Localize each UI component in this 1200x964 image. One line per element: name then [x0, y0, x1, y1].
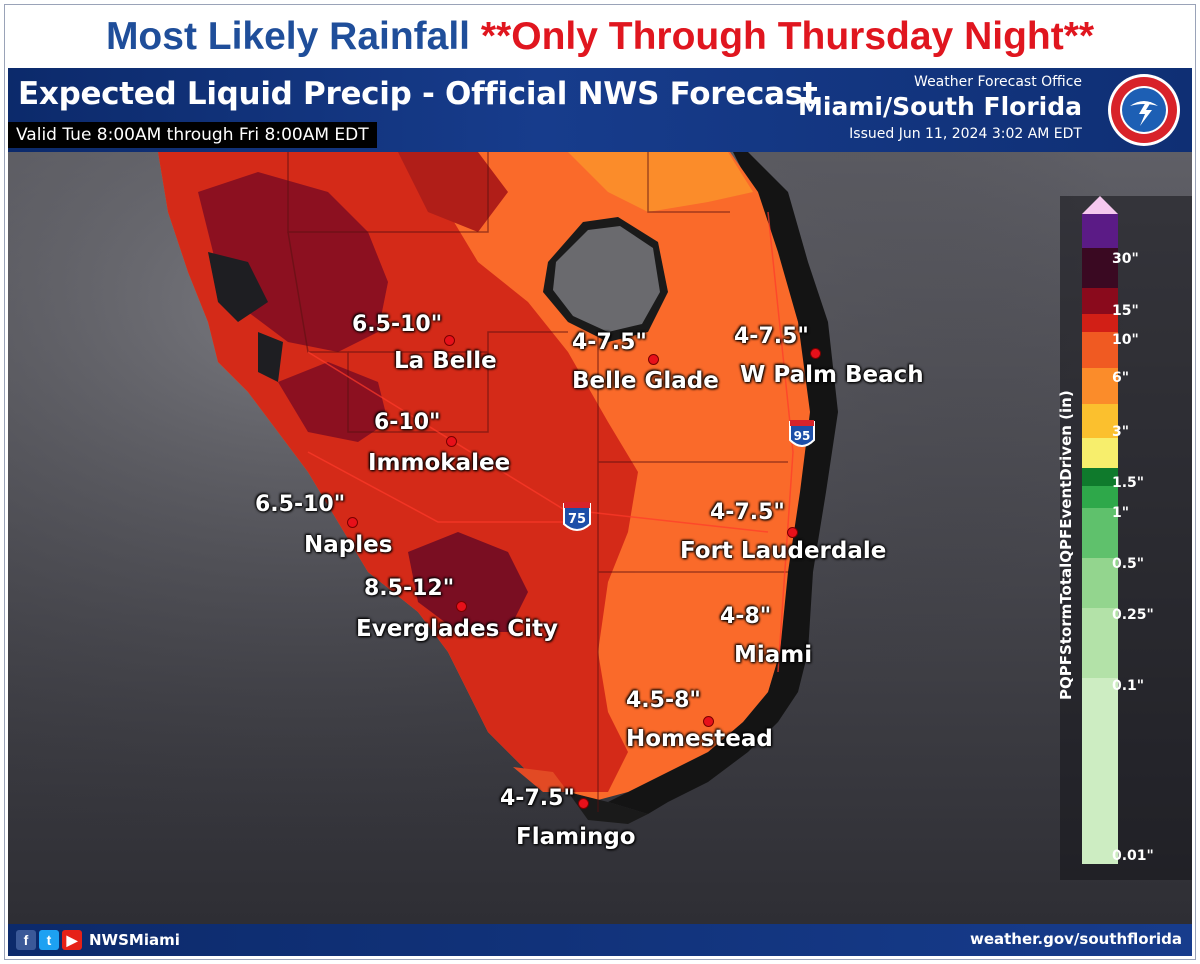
miami-amount: 4-8": [720, 604, 772, 629]
homestead-marker: [703, 716, 714, 727]
product-title: Expected Liquid Precip - Official NWS Fo…: [18, 76, 818, 112]
evergladescity-amount: 8.5-12": [364, 576, 455, 601]
legend-tick-0-1: 0.1": [1112, 678, 1145, 694]
legend-color-scale: [1082, 196, 1118, 864]
legend-swatch: [1082, 332, 1118, 368]
social-links: f t ▶ NWSMiami: [16, 928, 180, 952]
wpalmbeach-name: W Palm Beach: [740, 362, 924, 388]
fortlauderdale-amount: 4-7.5": [710, 500, 785, 525]
naples-marker: [347, 517, 358, 528]
legend-tick-0-01: 0.01": [1112, 848, 1154, 864]
legend-tick-6: 6": [1112, 370, 1130, 386]
legend-tick-3: 3": [1112, 424, 1130, 440]
nws-logo-icon: [1108, 74, 1180, 146]
belleglade-amount: 4-7.5": [572, 330, 647, 355]
legend-swatch: [1082, 214, 1118, 248]
flamingo-marker: [578, 798, 589, 809]
labelle-marker: [444, 335, 455, 346]
legend-swatch: [1082, 608, 1118, 678]
flamingo-name: Flamingo: [516, 824, 636, 850]
evergladescity-marker: [456, 601, 467, 612]
legend-swatch: [1082, 508, 1118, 558]
immokalee-name: Immokalee: [368, 450, 511, 476]
legend-swatch: [1082, 486, 1118, 508]
rainfall-map: 75 95: [8, 152, 1192, 924]
wpalmbeach-amount: 4-7.5": [734, 324, 809, 349]
legend-swatch: [1082, 438, 1118, 468]
legend-tick-0-5: 0.5": [1112, 556, 1145, 572]
social-handle[interactable]: NWSMiami: [89, 931, 180, 949]
heaviest-rain-everglades: [408, 532, 528, 632]
miami-name: Miami: [734, 642, 813, 668]
homestead-name: Homestead: [626, 726, 773, 752]
title-bar: Most Likely Rainfall **Only Through Thur…: [8, 6, 1192, 68]
belleglade-marker: [648, 354, 659, 365]
youtube-icon[interactable]: ▶: [62, 930, 82, 950]
coastline-shadow: [608, 152, 838, 814]
facebook-icon[interactable]: f: [16, 930, 36, 950]
legend-panel: [1060, 196, 1192, 880]
wpalmbeach-marker: [810, 348, 821, 359]
legend-tick-1-5: 1.5": [1112, 475, 1145, 491]
lake-okeechobee: [553, 226, 660, 332]
legend-swatch: [1082, 468, 1118, 486]
legend-tick-1: 1": [1112, 505, 1130, 521]
naples-name: Naples: [304, 532, 393, 558]
homestead-amount: 4.5-8": [626, 688, 701, 713]
header-banner: Expected Liquid Precip - Official NWS Fo…: [8, 68, 1192, 152]
legend-swatch: [1082, 678, 1118, 864]
legend-swatch: [1082, 368, 1118, 404]
legend-swatch: [1082, 248, 1118, 288]
labelle-amount: 6.5-10": [352, 312, 443, 337]
immokalee-amount: 6-10": [374, 410, 441, 435]
issued-time: Issued Jun 11, 2024 3:02 AM EDT: [849, 126, 1082, 142]
legend-title: PQPFStormTotalQPFEventDriven (in): [1057, 390, 1075, 700]
naples-amount: 6.5-10": [255, 492, 346, 517]
twitter-icon[interactable]: t: [39, 930, 59, 950]
county-lines: [287, 152, 788, 812]
office-label: Weather Forecast Office: [914, 74, 1082, 90]
legend-swatch: [1082, 288, 1118, 314]
office-name: Miami/South Florida: [798, 92, 1082, 121]
title-main: Most Likely Rainfall: [105, 15, 471, 58]
immokalee-marker: [446, 436, 457, 447]
legend-swatch: [1082, 314, 1118, 332]
fortlauderdale-marker: [787, 527, 798, 538]
legend-tick-30: 30": [1112, 251, 1139, 267]
i95-shield-icon: 95: [789, 420, 815, 447]
flamingo-amount: 4-7.5": [500, 786, 575, 811]
footer-banner: f t ▶ NWSMiami weather.gov/southflorida: [8, 924, 1192, 956]
belleglade-name: Belle Glade: [572, 368, 719, 394]
i95-label: 95: [794, 429, 811, 443]
legend-swatch: [1082, 404, 1118, 438]
legend-tick-15: 15": [1112, 303, 1139, 319]
legend-tick-10: 10": [1112, 332, 1139, 348]
i75-label: 75: [568, 512, 586, 527]
legend-arrow-icon: [1082, 196, 1118, 214]
labelle-name: La Belle: [394, 348, 497, 374]
valid-period: Valid Tue 8:00AM through Fri 8:00AM EDT: [8, 122, 377, 148]
legend-swatch: [1082, 558, 1118, 608]
office-website-link[interactable]: weather.gov/southflorida: [969, 930, 1182, 948]
evergladescity-name: Everglades City: [356, 616, 559, 642]
fortlauderdale-name: Fort Lauderdale: [680, 538, 887, 564]
i75-shield-icon: 75: [563, 502, 591, 531]
legend-tick-0-25: 0.25": [1112, 607, 1154, 623]
title-note: **Only Through Thursday Night**: [480, 15, 1095, 58]
